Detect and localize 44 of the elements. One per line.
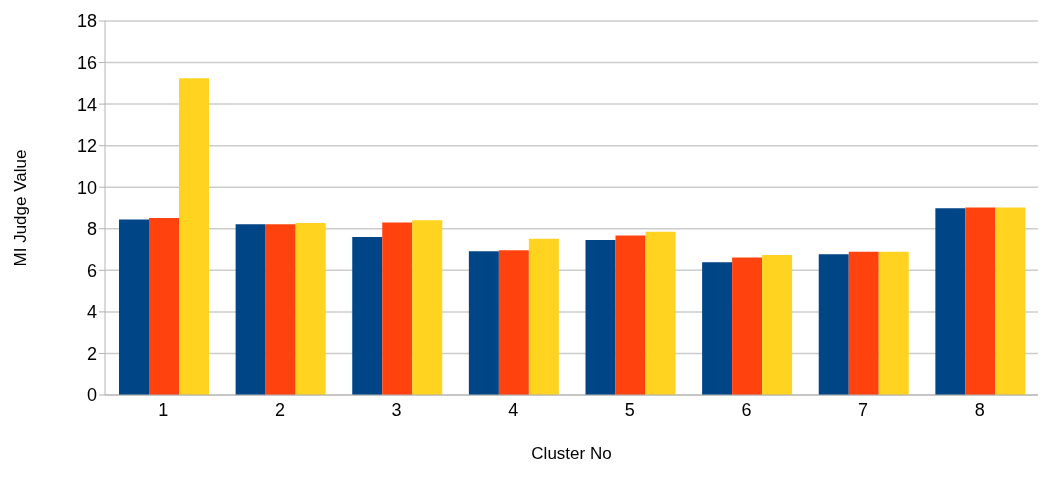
- bar: [878, 251, 909, 395]
- x-tick-label: 5: [624, 399, 635, 420]
- y-tick-label: 0: [86, 385, 97, 406]
- y-tick-label: 6: [86, 260, 97, 281]
- y-tick-label: 2: [86, 343, 97, 364]
- bar: [498, 250, 529, 395]
- bar: [818, 254, 849, 395]
- bar: [732, 257, 763, 395]
- x-tick-label: 7: [858, 399, 869, 420]
- bar: [295, 222, 326, 395]
- bar: [645, 231, 676, 395]
- bar: [585, 240, 616, 395]
- bar: [615, 235, 646, 395]
- bar: [995, 207, 1026, 395]
- x-tick-label: 1: [158, 399, 169, 420]
- bar: [412, 220, 443, 395]
- x-tick-label: 8: [974, 399, 985, 420]
- bar: [382, 222, 413, 395]
- x-tick-label: 3: [391, 399, 402, 420]
- y-tick-label: 18: [76, 11, 97, 32]
- y-axis-title: MI Judge Value: [11, 149, 31, 267]
- y-tick-label: 8: [86, 219, 97, 240]
- x-tick-label: 6: [741, 399, 752, 420]
- bar: [528, 238, 559, 395]
- bar: [468, 251, 499, 395]
- y-tick-label: 4: [86, 302, 97, 323]
- bar: [848, 251, 879, 395]
- bar: [762, 254, 793, 395]
- x-axis-title: Cluster No: [531, 444, 612, 463]
- y-tick-label: 12: [76, 136, 97, 157]
- x-tick-label: 4: [508, 399, 519, 420]
- bar: [352, 237, 383, 395]
- bar: [265, 224, 296, 395]
- y-tick-label: 16: [76, 52, 97, 73]
- y-tick-label: 14: [76, 94, 97, 115]
- bar: [119, 219, 149, 395]
- bar: [235, 224, 266, 395]
- x-tick-label: 2: [274, 399, 285, 420]
- bar: [149, 217, 179, 395]
- bar: [702, 262, 733, 395]
- bar: [935, 208, 966, 395]
- bar: [965, 207, 996, 395]
- bar: [179, 78, 209, 395]
- y-tick-label: 10: [76, 177, 97, 198]
